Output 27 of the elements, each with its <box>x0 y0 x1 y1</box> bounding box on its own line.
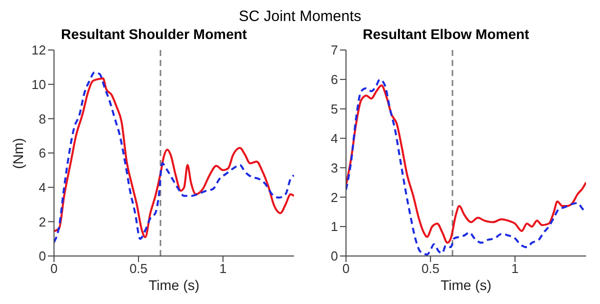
y-tick-label: 2 <box>330 190 338 205</box>
y-tick-label: 0 <box>38 248 46 264</box>
y-tick-label: 2 <box>38 214 46 230</box>
x-tick-label: 0.5 <box>129 261 148 276</box>
y-tick-label: 10 <box>32 76 46 92</box>
x-axis-title: Time (s) <box>440 277 492 293</box>
y-tick-label: 12 <box>32 42 46 58</box>
text: SC Joint Moments <box>238 8 362 26</box>
chart-title: Resultant Elbow Moment <box>362 26 530 44</box>
y-tick-label: 8 <box>38 111 46 126</box>
y-tick-label: 5 <box>330 101 338 116</box>
x-tick-label: 0.5 <box>421 261 440 276</box>
chart-title: Resultant Shoulder Moment <box>60 26 248 44</box>
y-tick-label: 3 <box>330 160 338 176</box>
y-tick-label: 6 <box>38 146 46 161</box>
y-tick-label: 6 <box>330 72 338 88</box>
y-axis-title: (Nm) <box>10 138 26 169</box>
y-tick-label: 0 <box>330 248 338 264</box>
y-tick-label: 4 <box>38 180 46 195</box>
x-axis-title: Time (s) <box>148 277 200 293</box>
x-tick-label: 0 <box>50 261 58 276</box>
x-tick-label: 1 <box>511 261 519 276</box>
y-tick-label: 4 <box>330 130 338 146</box>
y-tick-label: 1 <box>330 219 338 234</box>
y-tick-label: 7 <box>330 42 338 58</box>
x-tick-label: 0 <box>342 261 350 276</box>
x-tick-label: 1 <box>219 261 227 276</box>
